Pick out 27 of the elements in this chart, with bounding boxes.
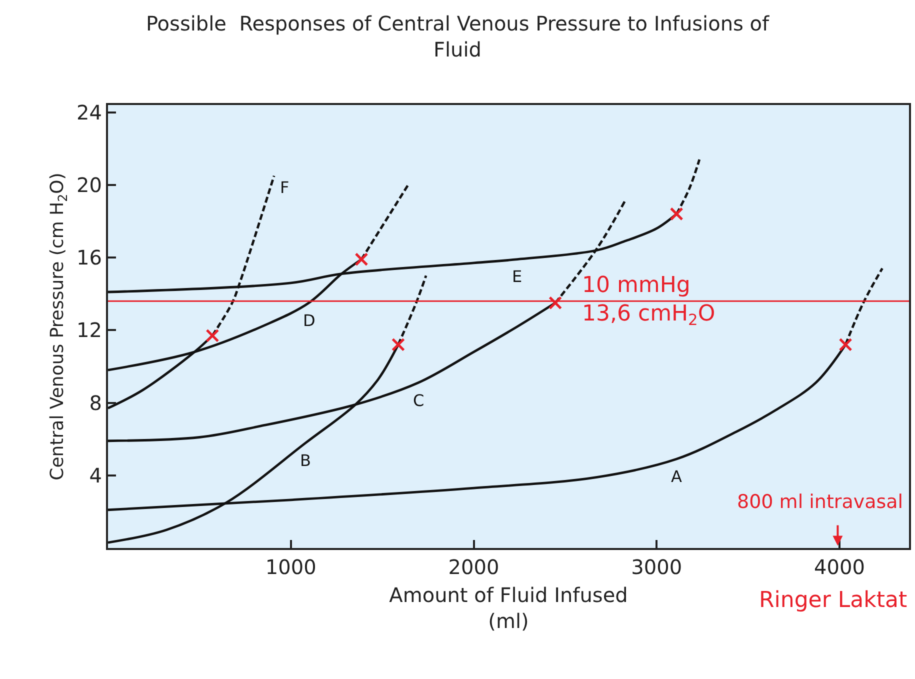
series-label: B [300, 451, 311, 470]
point [391, 338, 405, 352]
ref-line-label: 10 mmHg 13,6 cmH$_{2}$O [582, 273, 716, 330]
x-axis-title: Amount of Fluid Infused (ml) [389, 583, 628, 633]
point [670, 207, 684, 221]
annotation: 800 ml intravasal [737, 491, 904, 513]
series-label: F [280, 178, 290, 197]
series-label: A [671, 467, 682, 486]
x-tick-label: 3000 [631, 555, 682, 579]
y-tick-label: 12 [76, 318, 102, 342]
point [838, 338, 852, 352]
y-tick-label: 4 [89, 463, 102, 488]
y-tick-label: 8 [89, 390, 102, 415]
series-label: E [512, 267, 522, 286]
y-tick-label: 16 [76, 246, 102, 270]
series-label: C [413, 391, 424, 410]
point [354, 252, 368, 266]
y-tick-label: 20 [76, 172, 102, 197]
point [548, 296, 562, 310]
y-tick-label: 24 [76, 100, 102, 124]
x-tick-label: 2000 [448, 555, 500, 579]
series-label: D [303, 311, 316, 330]
text: Ringer Laktat [759, 588, 908, 613]
point [206, 328, 220, 342]
x-tick-label: 4000 [814, 555, 865, 579]
chart-title: Possible Responses of Central Venous Pressure to Infusions of Fluid [146, 12, 770, 62]
x-tick-label: 1000 [265, 555, 316, 579]
